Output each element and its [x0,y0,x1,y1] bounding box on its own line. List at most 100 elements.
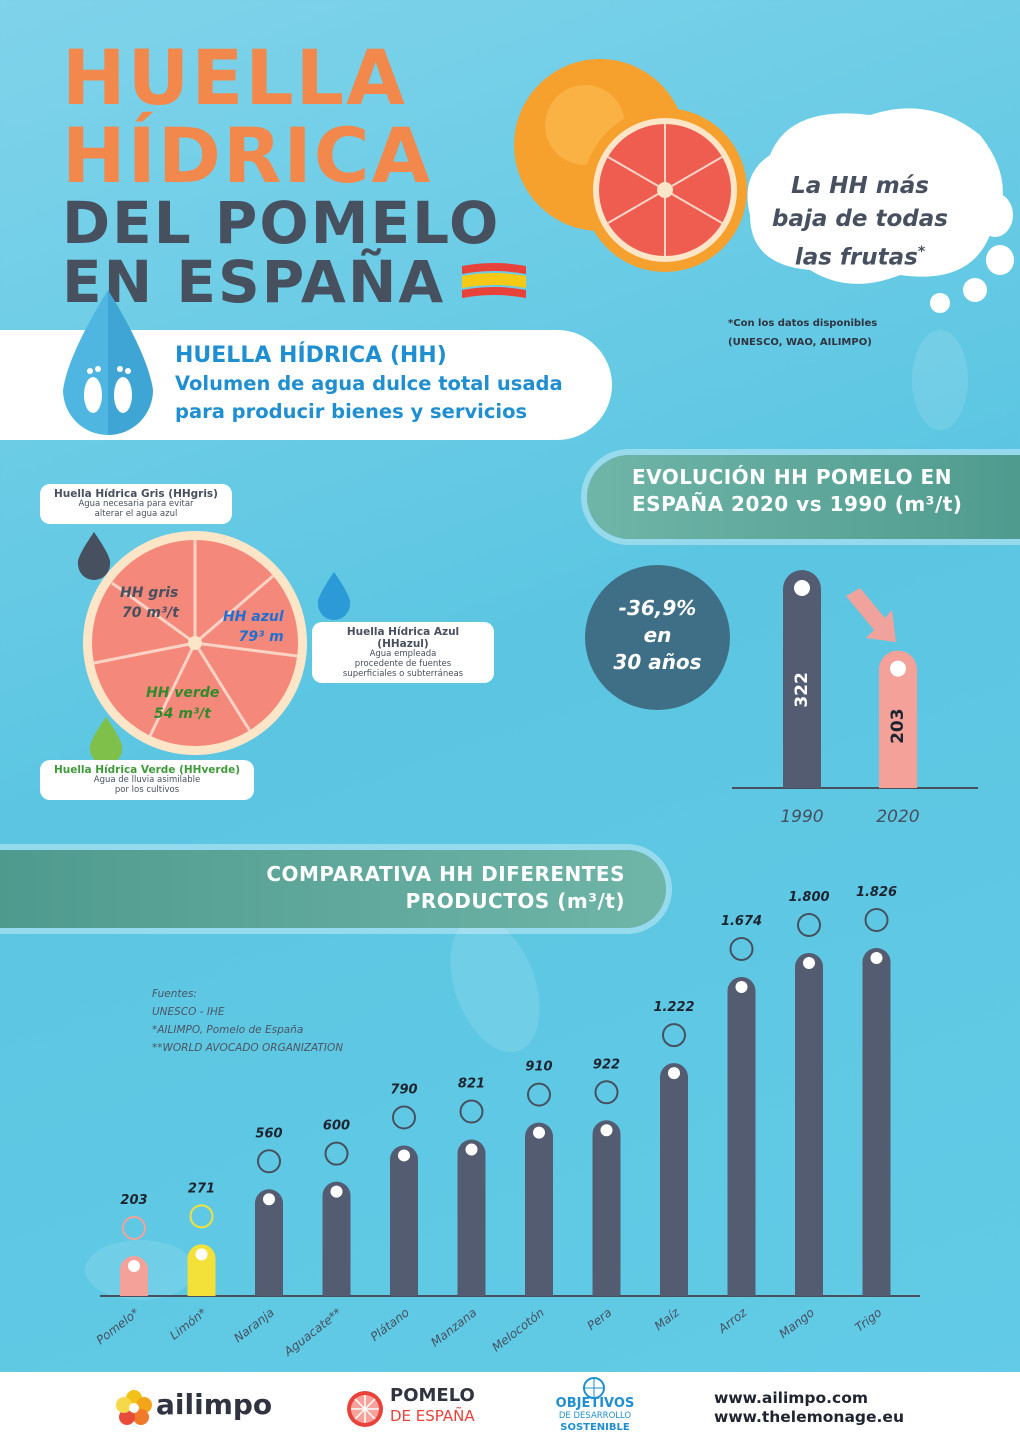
evolution-bar-dot [794,580,810,596]
card-hh-gris-title: Huella Hídrica Gris (HHgris) [54,488,218,500]
ailimpo-logo-text: ailimpo [156,1388,273,1421]
comparison-bar-dot [735,980,748,993]
comparison-bar [525,1122,553,1296]
evolution-header-line-2: ESPAÑA 2020 vs 1990 (m³/t) [632,492,963,516]
card-hh-azul: Huella Hídrica Azul (HHazul) Agua emplea… [312,622,494,684]
comparison-bar [390,1145,418,1296]
comparison-bar-value: 821 [458,1077,485,1092]
product-icon [324,1141,349,1166]
evolution-year-label: 2020 [876,807,919,827]
hh-verde-value: 54 m³/t [154,706,211,722]
comparison-category-label: Pomelo* [94,1305,142,1347]
bubble-text: La HH más baja de todas las frutas* [760,170,960,275]
card-hh-azul-desc-1: Agua empleada [369,649,437,659]
comparison-bar [795,952,823,1296]
pomelo-logo-icon [347,1391,383,1427]
card-hh-azul-desc-2: procedente de fuentes [354,658,452,669]
definition-title: HUELLA HÍDRICA (HH) [175,343,447,368]
sources-line-1: Fuentes: [152,988,197,1000]
comparison-bar-dot [533,1126,545,1139]
evolution-bar [783,570,821,788]
comparison-bar-value: 1.826 [856,885,897,900]
evolution-chart: 322 1990 203 2020 [732,570,978,827]
url-ailimpo[interactable]: www.ailimpo.com [714,1389,869,1407]
hh-gris-label: HH gris 70 m³/t [120,583,179,623]
comparison-bar [457,1139,486,1296]
comparison-bar [862,948,891,1296]
green-drop-icon [89,717,123,765]
card-hh-gris-desc-1: Agua necesaria para evitar [78,499,194,509]
hh-azul-value: 79³ m [238,629,284,645]
card-hh-azul-title: Huella Hídrica Azul (HHazul) [346,626,460,650]
product-icon [189,1204,214,1229]
ods-logo-text: OBJETIVOS DE DESARROLLO SOSTENIBLE [540,1396,650,1434]
comparison-bar-value: 1.800 [788,890,829,905]
hh-gris-name: HH gris [120,585,179,601]
comparison-chart: 203 Pomelo* 271 Limón* 560 Naranja 600 Aguacate… [94,885,920,1359]
hh-gris-value: 70 m³/t [122,605,179,621]
bubble-note-line-1: *Con los datos disponibles [728,318,878,329]
comparison-bar-dot [803,956,815,969]
product-icon [527,1082,551,1107]
grapefruit-image [514,59,747,272]
comparison-category-label: Aguacate** [281,1305,345,1359]
title-line-3: DEL POMELO [62,189,501,257]
sources-line-4: **WORLD AVOCADO ORGANIZATION [152,1042,344,1054]
down-arrow-icon [846,588,896,642]
comparison-category-label: Trigo [852,1305,884,1334]
footer: ailimpo POMELO DE ESPAÑA OBJETIVOS DE DE… [0,1372,1020,1443]
product-icon [459,1099,484,1124]
evolution-bar [879,650,917,788]
comparison-header-line-2: PRODUCTOS (m³/t) [405,889,625,913]
footer-urls: www.ailimpo.com www.thelemonage.eu [714,1389,904,1427]
ods-line-1: OBJETIVOS [555,1396,635,1411]
bubble-line-3-text: las frutas [794,244,918,271]
comparison-category-label: Melocotón [489,1305,546,1354]
comparison-category-label: Pera [585,1305,615,1333]
evolution-bar-value: 322 [792,672,812,708]
comparison-bar-dot [195,1248,208,1261]
sources: Fuentes: UNESCO - IHE *AILIMPO, Pomelo d… [152,985,343,1057]
comparison-bar-value: 271 [188,1181,215,1196]
comparison-bar-dot [128,1260,140,1272]
title-line-4: EN ESPAÑA [62,248,446,316]
grapefruit-slice-diagram [83,531,307,755]
card-hh-gris-desc-2: alterar el agua azul [94,508,178,519]
ods-line-3: SOSTENIBLE [560,1422,630,1433]
comparison-bar-dot [398,1149,410,1162]
definition-line-1: Volumen de agua dulce total usada [175,372,563,395]
water-drop-feet-icon [63,290,153,435]
comparison-bar [120,1256,148,1296]
comparison-category-label: Naranja [231,1305,277,1345]
url-thelemonage[interactable]: www.thelemonage.eu [714,1408,904,1426]
comparison-header: COMPARATIVA HH DIFERENTES PRODUCTOS (m³/… [0,861,625,915]
comparison-bar-value: 790 [390,1082,417,1097]
evolution-header-line-1: EVOLUCIÓN HH POMELO EN [632,465,952,489]
pomelo-logo-line-1: POMELO [390,1385,475,1406]
speech-cloud [747,108,1014,313]
comparison-bar-dot [263,1193,275,1206]
evolution-bar-value: 203 [888,708,908,744]
product-icon [392,1105,416,1130]
product-icon [729,936,754,961]
definition-text: HUELLA HÍDRICA (HH) Volumen de agua dulc… [175,342,563,426]
evolution-header: EVOLUCIÓN HH POMELO EN ESPAÑA 2020 vs 19… [632,464,962,518]
pomelo-logo-text: POMELO DE ESPAÑA [390,1386,475,1426]
card-hh-verde-title: Huella Hídrica Verde (HHverde) [53,764,241,776]
comparison-category-label: Manzana [428,1305,479,1349]
ailimpo-logo-icon [116,1390,152,1425]
definition-line-2: para producir bienes y servicios [175,400,528,423]
comparison-bar [727,976,756,1296]
title-line-2: HÍDRICA [62,111,433,200]
product-icon [594,1080,619,1105]
grey-drop-icon [77,532,111,580]
comparison-category-label: Arroz [715,1305,750,1337]
hh-verde-label: HH verde 54 m³/t [146,683,219,725]
product-icon [797,912,821,937]
card-hh-verde-desc-1: Agua de lluvia asimilable [93,775,201,785]
bubble-note: *Con los datos disponibles (UNESCO, WAO,… [728,314,877,352]
comparison-bar [255,1189,283,1296]
comparison-bar-dot [330,1185,343,1198]
comparison-bar-value: 560 [255,1126,282,1141]
comparison-bar [592,1120,621,1296]
